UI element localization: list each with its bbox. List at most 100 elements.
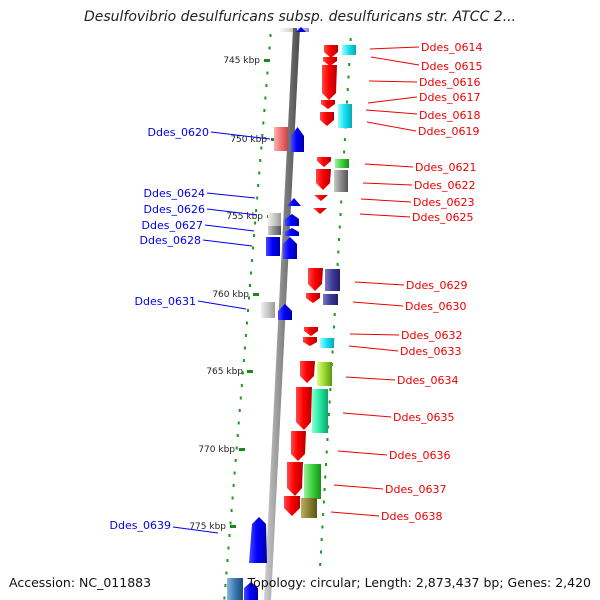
- gene-ddes0632: [304, 327, 318, 336]
- gene-labels: Ddes_0620 Ddes_0624 Ddes_0626 Ddes_0627 Ddes…: [110, 41, 482, 534]
- gene-label-left: Ddes_0624: [144, 187, 205, 200]
- guide-dot: [329, 388, 332, 391]
- gene-ddes0618: [338, 104, 352, 128]
- label-leader-line: [365, 109, 418, 115]
- guide-dot: [261, 134, 264, 137]
- guide-dot: [260, 146, 263, 150]
- guide-dot: [236, 434, 239, 437]
- gene-label-right: Ddes_0630: [405, 300, 466, 313]
- label-leader-line: [202, 239, 253, 247]
- gene-ddes0624: [287, 198, 301, 206]
- gene-ddes0638-olive: [301, 498, 317, 518]
- gene-ddes0627: [285, 214, 299, 226]
- gene-ddes0635-teal: [312, 389, 328, 433]
- guide-dot: [346, 100, 349, 104]
- gene-label-right: Ddes_0622: [414, 179, 475, 192]
- gene-ddes0637: [287, 462, 303, 496]
- guide-dot: [252, 246, 255, 250]
- scale-tick-mark: [264, 59, 270, 62]
- guide-dot: [228, 534, 231, 537]
- scale-tick-mark: [239, 448, 245, 451]
- gene-ddes0616: [322, 65, 337, 100]
- genome-summary-text: Topology: circular; Length: 2,873,437 bp…: [247, 575, 591, 590]
- guide-dot: [319, 550, 322, 554]
- gene-label-right: Ddes_0623: [413, 196, 474, 209]
- scale-tick-mark: [230, 525, 236, 528]
- gene-label-right: Ddes_0615: [421, 60, 482, 73]
- guide-dot: [319, 563, 322, 566]
- guide-dot: [264, 96, 267, 100]
- gene-small-blue: [285, 228, 299, 236]
- label-leader-line: [354, 281, 405, 286]
- gene-ddes0636: [291, 431, 306, 461]
- scale-tick-mark: [247, 370, 253, 373]
- guide-dot: [332, 325, 335, 329]
- gene-label-right: Ddes_0636: [389, 449, 450, 462]
- gene-ddes0622: [316, 169, 331, 190]
- guide-dot: [243, 346, 246, 350]
- guide-dot: [337, 250, 340, 254]
- guide-dot: [254, 221, 257, 225]
- guide-dot: [333, 313, 336, 316]
- guide-dot: [256, 196, 259, 200]
- scale-tick-label: 755 kbp: [226, 212, 263, 222]
- label-leader-line: [359, 213, 411, 218]
- gene-blue-bottom: [244, 582, 258, 600]
- guide-dot: [250, 271, 253, 275]
- guide-dot: [238, 409, 241, 412]
- gene-label-right: Ddes_0619: [418, 125, 479, 138]
- guide-dot: [346, 88, 349, 91]
- gene-ddes0629: [308, 268, 323, 291]
- gene-label-left: Ddes_0626: [144, 203, 205, 216]
- guide-dot: [343, 138, 346, 141]
- label-leader-line: [342, 412, 392, 418]
- gene-label-left: Ddes_0628: [140, 234, 201, 247]
- scale-ticks: 745 kbp 750 kbp 755 kbp 760 kbp 765 kbp 770 k…: [189, 56, 277, 532]
- guide-dot: [320, 538, 323, 541]
- guide-dot: [343, 150, 346, 154]
- guide-dot: [321, 525, 324, 529]
- label-leader-line: [204, 224, 255, 232]
- gene-ddes0621-green: [335, 159, 349, 168]
- guide-dot: [327, 413, 330, 416]
- guide-dot: [338, 225, 341, 229]
- guide-dot: [223, 596, 226, 600]
- gene-ddes0619: [320, 112, 334, 126]
- gene-ddes0633: [303, 337, 317, 346]
- label-leader-line: [206, 192, 256, 199]
- gene-steel-bottom: [227, 578, 243, 600]
- label-leader-line: [330, 511, 380, 517]
- guide-dot: [245, 321, 248, 325]
- gene-pale-top: [280, 28, 293, 32]
- forward-strand-genes: [227, 27, 309, 600]
- gene-grey-block: [268, 226, 281, 235]
- gene-label-left: Ddes_0639: [110, 519, 171, 532]
- accession-text: Accession: NC_011883: [9, 575, 152, 590]
- gene-label-right: Ddes_0625: [412, 211, 473, 224]
- guide-dot: [253, 234, 256, 237]
- guide-dot: [224, 584, 227, 587]
- guide-dot: [348, 63, 351, 66]
- guide-dot: [326, 438, 329, 441]
- guide-dot: [347, 75, 350, 79]
- guide-dot: [269, 34, 272, 37]
- label-leader-line: [362, 182, 413, 186]
- scale-tick-label: 750 kbp: [230, 135, 267, 145]
- gene-ddes0622-grey: [334, 170, 348, 192]
- gene-label-left: Ddes_0631: [135, 295, 196, 308]
- scale-tick-label: 770 kbp: [198, 445, 235, 455]
- guide-dot: [249, 284, 252, 287]
- scale-tick-mark: [253, 293, 259, 296]
- label-leader-line: [206, 208, 258, 216]
- label-leader-line: [210, 131, 271, 140]
- gene-ddes0623: [314, 195, 328, 201]
- gene-ddes0635: [296, 387, 312, 430]
- gene-ddes0633-cyan: [320, 338, 334, 348]
- guide-dot: [246, 309, 249, 312]
- guide-dot: [240, 384, 243, 387]
- gene-ddes0638: [284, 496, 300, 516]
- label-leader-line: [172, 526, 219, 534]
- label-leader-line: [367, 96, 418, 104]
- guide-dot: [322, 500, 325, 504]
